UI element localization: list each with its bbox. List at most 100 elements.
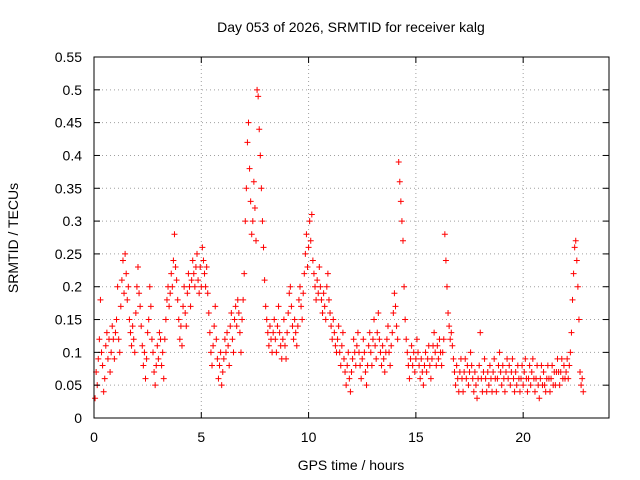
- data-point: [418, 355, 425, 362]
- data-point: [380, 355, 387, 362]
- data-point: [377, 349, 384, 356]
- x-tick-label: 20: [515, 429, 531, 445]
- y-tick-label: 0.15: [55, 312, 82, 328]
- data-point: [433, 362, 440, 369]
- data-point: [317, 283, 324, 290]
- data-point: [258, 185, 265, 192]
- data-point: [325, 296, 332, 303]
- data-point: [451, 369, 458, 376]
- data-point: [188, 277, 195, 284]
- data-point: [101, 375, 108, 382]
- data-point: [213, 336, 220, 343]
- data-point: [525, 375, 532, 382]
- data-point: [373, 355, 380, 362]
- data-point: [100, 388, 107, 395]
- data-point: [493, 388, 500, 395]
- data-point: [113, 316, 120, 323]
- data-point: [401, 283, 408, 290]
- data-point: [465, 382, 472, 389]
- data-point: [286, 290, 293, 297]
- data-point: [263, 316, 270, 323]
- data-point: [125, 283, 132, 290]
- data-point: [363, 382, 370, 389]
- data-point: [466, 369, 473, 376]
- data-point: [177, 323, 184, 330]
- data-point: [328, 323, 335, 330]
- data-point: [521, 369, 528, 376]
- data-point: [294, 323, 301, 330]
- data-point: [273, 349, 280, 356]
- data-point: [485, 382, 492, 389]
- data-point: [117, 303, 124, 310]
- data-point: [151, 369, 158, 376]
- data-point: [516, 388, 523, 395]
- data-point: [298, 303, 305, 310]
- data-point: [109, 323, 116, 330]
- data-point: [153, 362, 160, 369]
- data-point: [124, 296, 131, 303]
- data-point: [432, 349, 439, 356]
- data-point: [112, 329, 119, 336]
- data-point: [216, 362, 223, 369]
- data-point: [314, 277, 321, 284]
- data-point: [472, 382, 479, 389]
- data-point: [312, 283, 319, 290]
- data-point: [384, 323, 391, 330]
- data-point: [483, 388, 490, 395]
- data-point: [398, 218, 405, 225]
- data-point: [234, 296, 241, 303]
- data-point: [526, 362, 533, 369]
- data-point: [217, 349, 224, 356]
- data-point: [228, 309, 235, 316]
- data-point: [166, 303, 173, 310]
- data-point: [215, 375, 222, 382]
- data-point: [307, 237, 314, 244]
- data-point: [205, 309, 212, 316]
- data-point: [202, 283, 209, 290]
- data-point: [170, 257, 177, 264]
- data-point: [337, 362, 344, 369]
- data-point: [450, 355, 457, 362]
- data-point: [176, 336, 183, 343]
- data-point: [565, 375, 572, 382]
- data-point: [285, 309, 292, 316]
- data-point: [471, 369, 478, 376]
- data-point: [393, 323, 400, 330]
- y-tick-label: 0.2: [63, 279, 83, 295]
- data-point: [129, 323, 136, 330]
- data-point: [512, 369, 519, 376]
- data-point: [549, 362, 556, 369]
- data-point: [332, 342, 339, 349]
- data-point: [369, 336, 376, 343]
- data-point: [236, 329, 243, 336]
- data-point: [111, 355, 118, 362]
- data-point: [381, 369, 388, 376]
- y-tick-label: 0.5: [63, 82, 83, 98]
- data-point: [409, 362, 416, 369]
- data-point: [412, 355, 419, 362]
- data-point: [346, 375, 353, 382]
- data-point: [349, 355, 356, 362]
- data-point: [257, 152, 264, 159]
- data-point: [434, 342, 441, 349]
- data-point: [276, 329, 283, 336]
- data-point: [218, 382, 225, 389]
- data-point: [498, 382, 505, 389]
- data-point: [182, 309, 189, 316]
- data-point: [97, 296, 104, 303]
- data-point: [522, 355, 529, 362]
- data-point: [344, 362, 351, 369]
- data-point: [388, 342, 395, 349]
- data-point: [537, 375, 544, 382]
- data-point: [185, 270, 192, 277]
- data-point: [295, 296, 302, 303]
- data-point: [162, 316, 169, 323]
- data-point: [156, 329, 163, 336]
- grid: [94, 57, 609, 418]
- data-point: [413, 336, 420, 343]
- data-point: [477, 329, 484, 336]
- data-point: [575, 316, 582, 323]
- data-point: [428, 355, 435, 362]
- data-point: [371, 316, 378, 323]
